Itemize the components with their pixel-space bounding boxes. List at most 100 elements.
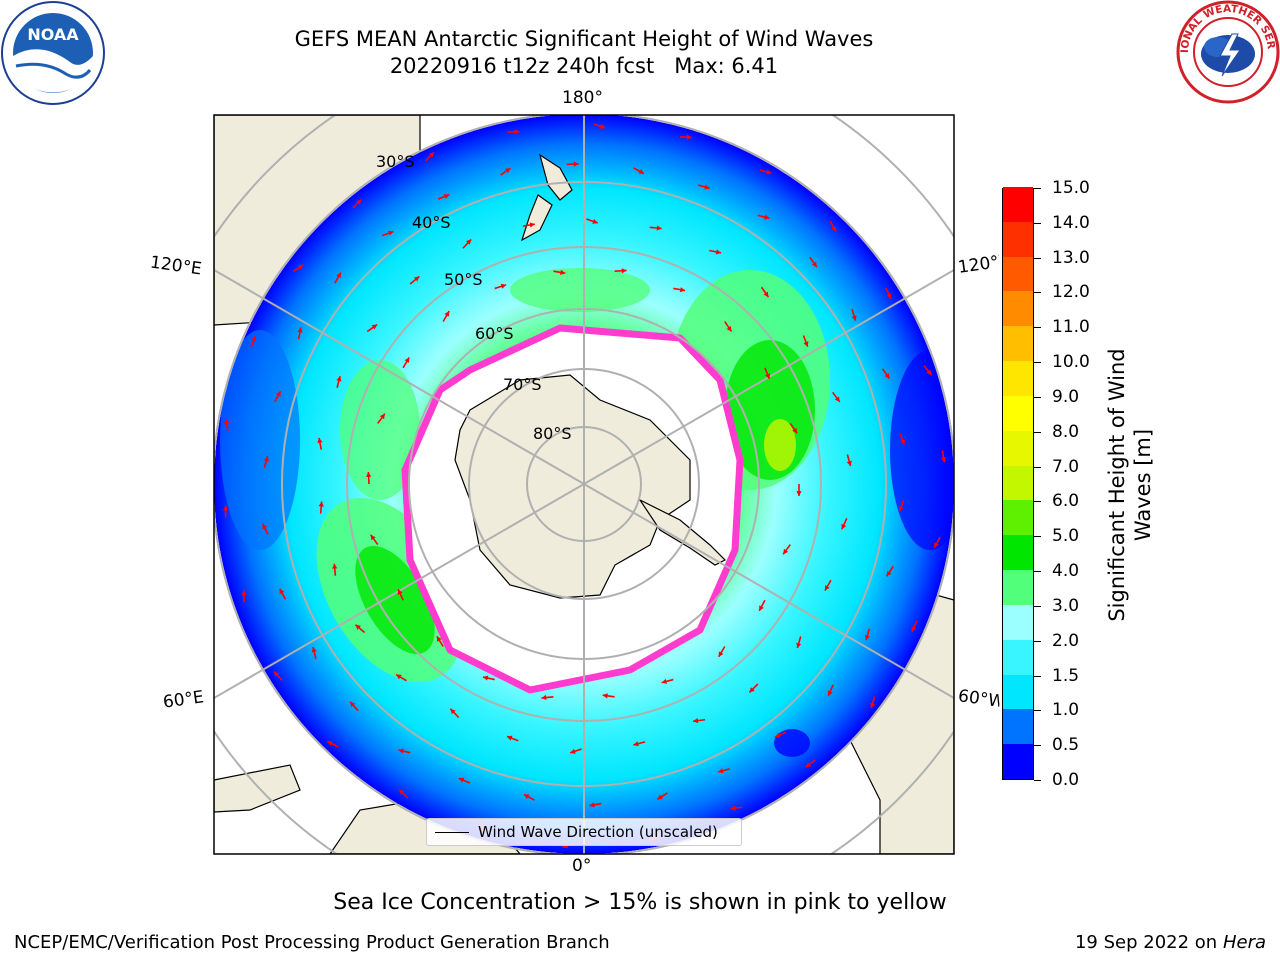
wind-arrow-head <box>774 732 781 738</box>
wind-arrow-head <box>657 794 663 800</box>
wind-arrow-head <box>413 276 420 282</box>
graticule <box>214 115 954 854</box>
wind-arrow-head <box>560 269 566 275</box>
wind-arrow-head <box>396 674 402 680</box>
wind-arrow-head <box>766 169 772 175</box>
wind-arrow-head <box>886 570 892 577</box>
colorbar-segment <box>1003 604 1033 640</box>
wind-arrow-head <box>621 268 627 274</box>
lat-label-70s: 70°S <box>503 375 542 394</box>
wind-arrow-head <box>529 222 535 228</box>
wind-arrow-head <box>350 701 356 708</box>
colorbar-label: Significant Height of Wind Waves [m] <box>1105 348 1155 622</box>
wind-arrow-head <box>592 218 598 224</box>
colorbar-segment <box>1003 430 1033 466</box>
wind-arrow-head <box>279 588 285 595</box>
lat-label-60s: 60°S <box>475 324 514 343</box>
wind-arrow-head <box>365 472 372 477</box>
lat-label-80s: 80°S <box>533 424 572 443</box>
lat-label-50s: 50°S <box>444 270 483 289</box>
colorbar-tick-mark <box>1034 501 1041 503</box>
wind-arrow-head <box>886 293 892 299</box>
wind-arrow-head <box>764 214 770 220</box>
wind-arrow-head <box>792 427 798 434</box>
colorbar-tick-mark <box>1034 431 1041 433</box>
colorbar-tick-mark <box>1034 362 1041 364</box>
wind-arrow-head <box>803 341 809 347</box>
wind-arrow-head <box>297 327 303 333</box>
svg-text:NOAA: NOAA <box>27 25 79 44</box>
map-title: GEFS MEAN Antarctic Significant Height o… <box>294 27 874 51</box>
wind-arrow-head <box>458 777 465 783</box>
wind-arrow-head <box>824 585 830 591</box>
wind-arrow-head <box>656 225 662 231</box>
wind-arrow-head <box>541 694 547 701</box>
land-inside-disc <box>520 153 573 242</box>
colorbar-tick-label: 14.0 <box>1052 212 1090 233</box>
wind-arrow-head <box>263 456 269 462</box>
wind-arrow-head <box>514 129 520 135</box>
lon-label-0: 0° <box>572 856 592 876</box>
colorbar-tick-mark <box>1034 396 1041 398</box>
colorbar-tick-label: 5.0 <box>1052 526 1080 547</box>
wind-arrow-head <box>379 413 385 420</box>
wind-arrow-head <box>846 460 852 467</box>
colorbar-tick-mark <box>1034 536 1041 538</box>
wind-arrow-head <box>500 283 507 289</box>
colorbar-segment <box>1003 708 1033 745</box>
colorbar-tick-mark <box>1034 222 1041 224</box>
wind-arrow-head <box>399 789 405 795</box>
colorbar-tick-mark <box>1034 710 1041 712</box>
colorbar-tick-mark <box>1034 780 1041 781</box>
wind-arrow-head <box>507 735 513 741</box>
colorbar-tick-label: 6.0 <box>1052 491 1080 512</box>
wind-arrow-head <box>387 230 394 236</box>
colorbar-segment <box>1003 221 1033 257</box>
colorbar-tick-label: 0.0 <box>1052 770 1080 790</box>
wind-arrow-head <box>443 194 450 199</box>
credit-text: NCEP/EMC/Verification Post Processing Pr… <box>14 932 610 953</box>
wind-arrow-head <box>570 748 576 754</box>
wind-arrow-head <box>864 634 870 641</box>
nws-logo: NATIONAL WEATHER SERVICE <box>1176 0 1280 104</box>
colorbar-tick-label: 3.0 <box>1052 595 1080 616</box>
wind-arrow-head <box>355 624 361 630</box>
wind-arrow-head <box>275 391 281 397</box>
colorbar-tick-label: 13.0 <box>1052 247 1090 268</box>
map-frame <box>213 114 955 855</box>
colorbar-tick-mark <box>1034 292 1041 294</box>
wind-arrow-head <box>763 291 769 298</box>
wind-arrow-head <box>241 590 247 596</box>
colorbar-segment <box>1003 569 1033 605</box>
wind-arrow-head <box>730 805 736 811</box>
wind-arrow-head <box>327 741 333 746</box>
lat-label-40s: 40°S <box>412 213 451 232</box>
colorbar-segment <box>1003 743 1033 779</box>
wind-arrow-head <box>251 335 257 342</box>
colorbar-tick-mark <box>1034 188 1041 189</box>
wind-arrow-head <box>273 671 280 677</box>
wind-arrow-head <box>332 563 338 569</box>
colorbar-tick-label: 1.5 <box>1052 665 1080 686</box>
colorbar-tick-mark <box>1034 327 1041 329</box>
wind-arrow-head <box>718 651 724 657</box>
colorbar-tick-label: 2.0 <box>1052 630 1080 651</box>
colorbar-segment <box>1003 290 1033 327</box>
wind-arrow-head <box>444 311 450 317</box>
wind-arrow-head <box>356 199 362 205</box>
wind-arrow-head <box>841 523 847 530</box>
wind-arrow-head <box>297 264 304 270</box>
date-text: 19 Sep 2022 on Hera <box>1074 932 1266 953</box>
wind-arrow-head <box>428 152 435 158</box>
map-legend: Wind Wave Direction (unscaled) <box>426 818 742 846</box>
wind-arrow-head <box>573 161 579 167</box>
wind-arrow-head <box>796 491 802 496</box>
wind-arrow-head <box>482 675 489 681</box>
colorbar-tick-label: 10.0 <box>1052 352 1090 373</box>
wind-arrow-head <box>311 647 317 653</box>
wind-arrow-head <box>827 690 833 696</box>
wind-wave-arrows <box>222 123 947 849</box>
colorbar-tick-label: 9.0 <box>1052 386 1080 407</box>
wind-arrow-head <box>398 748 404 754</box>
